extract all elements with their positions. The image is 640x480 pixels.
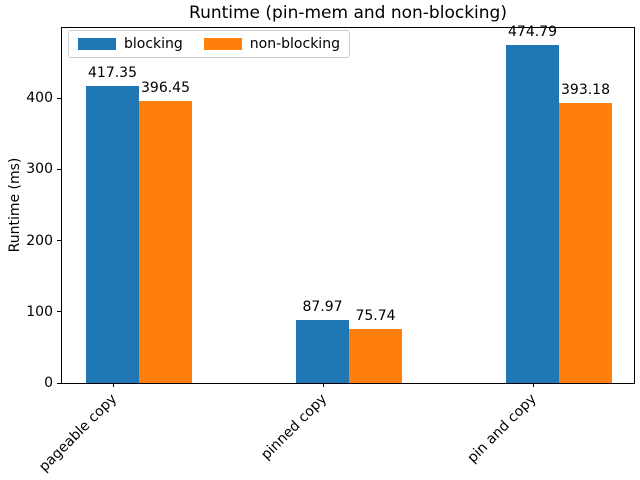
x-tick-mark xyxy=(112,383,114,387)
x-tick-label: pin and copy xyxy=(464,391,540,467)
x-tick-label: pageable copy xyxy=(35,391,120,476)
plot-area xyxy=(61,27,635,384)
bar-value-label: 75.74 xyxy=(355,308,396,325)
y-tick-mark xyxy=(57,97,61,99)
y-tick-mark xyxy=(57,240,61,242)
y-tick-label: 200 xyxy=(26,232,53,249)
x-tick-mark xyxy=(322,383,324,387)
y-tick-mark xyxy=(57,382,61,384)
bar-value-label: 393.18 xyxy=(561,82,610,99)
legend-label: non-blocking xyxy=(249,36,340,52)
chart-title: Runtime (pin-mem and non-blocking) xyxy=(189,3,507,23)
bar-blocking xyxy=(296,320,349,383)
y-tick-label: 100 xyxy=(26,303,53,320)
legend-item: non-blocking xyxy=(203,36,340,52)
bar-non-blocking xyxy=(349,329,402,383)
x-tick-mark xyxy=(532,383,534,387)
y-tick-mark xyxy=(57,168,61,170)
bar-value-label: 87.97 xyxy=(302,299,343,316)
legend-item: blocking xyxy=(78,36,183,52)
bar-blocking xyxy=(506,44,559,383)
y-tick-label: 0 xyxy=(44,375,53,391)
y-tick-mark xyxy=(57,311,61,313)
legend-swatch-icon xyxy=(203,38,242,50)
bar-value-label: 396.45 xyxy=(141,79,190,96)
x-tick-label: pinned copy xyxy=(257,391,330,464)
bar-blocking xyxy=(86,85,139,383)
y-axis-label: Runtime (ms) xyxy=(7,157,23,253)
legend-label: blocking xyxy=(124,36,183,52)
legend-swatch-icon xyxy=(78,38,116,50)
bar-non-blocking xyxy=(139,100,192,383)
legend: blocking non-blocking xyxy=(68,30,350,58)
y-tick-label: 300 xyxy=(26,161,53,178)
bar-non-blocking xyxy=(559,103,612,383)
bar-value-label: 474.79 xyxy=(508,23,557,40)
y-tick-label: 400 xyxy=(26,90,53,107)
bar-value-label: 417.35 xyxy=(88,64,137,81)
